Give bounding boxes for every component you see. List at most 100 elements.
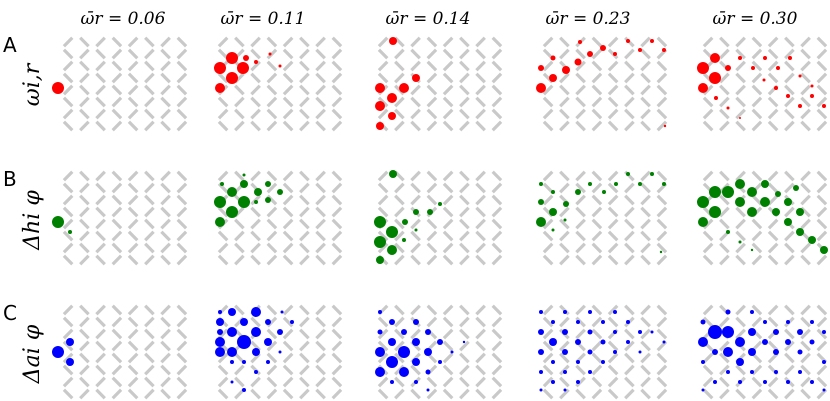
response-dot: [822, 330, 826, 334]
response-dot: [243, 55, 249, 61]
response-dot: [562, 66, 570, 74]
lattice-bar: [394, 254, 405, 266]
response-dot: [709, 186, 721, 198]
lattice-bar: [559, 84, 570, 96]
lattice-bar: [299, 376, 310, 388]
lattice-bar: [735, 328, 746, 340]
lattice-bar: [656, 364, 668, 376]
lattice-bar: [315, 194, 326, 206]
lattice-bar: [331, 376, 343, 388]
lattice-bar: [315, 242, 326, 254]
lattice-bar: [299, 108, 310, 120]
lattice-bar: [160, 328, 171, 340]
lattice-bar: [266, 60, 278, 72]
lattice-bar: [95, 328, 106, 340]
lattice-bar: [607, 340, 619, 352]
lattice-bar: [624, 254, 635, 266]
dot-panel: [697, 53, 826, 119]
response-dot: [714, 96, 718, 100]
lattice-bar: [377, 388, 389, 400]
lattice-bar: [111, 316, 123, 328]
lattice-bar: [299, 194, 310, 206]
lattice-bar: [767, 36, 779, 48]
lattice-bar: [575, 218, 586, 230]
lattice-bar: [459, 230, 470, 242]
lattice-bar: [426, 376, 438, 388]
lattice-bar: [299, 120, 310, 132]
lattice-bar: [719, 36, 730, 48]
lattice-bar: [735, 60, 746, 72]
lattice-bar: [426, 108, 438, 120]
lattice-bar: [95, 340, 106, 352]
lattice-bar: [767, 96, 779, 108]
lattice-bar: [79, 218, 90, 230]
lattice-bar: [299, 242, 310, 254]
lattice-bar: [624, 206, 635, 218]
lattice-bar: [800, 72, 811, 84]
lattice-bar: [217, 120, 229, 132]
lattice-bar: [591, 194, 603, 206]
lattice-bar: [377, 316, 389, 328]
response-dot: [563, 310, 567, 314]
lattice-bar: [111, 328, 123, 340]
lattice-bar: [816, 218, 828, 230]
lattice-bar: [144, 84, 155, 96]
lattice-bar: [234, 242, 245, 254]
lattice-bar: [735, 96, 746, 108]
lattice-bar: [394, 194, 405, 206]
lattice-bar: [111, 230, 123, 242]
lattice-bar: [800, 254, 811, 266]
lattice-bar: [160, 96, 171, 108]
lattice-bar: [160, 206, 171, 218]
lattice-bar: [784, 60, 795, 72]
response-dot: [550, 55, 556, 61]
lattice-bar: [127, 230, 139, 242]
lattice-bar: [394, 352, 405, 364]
lattice-bar: [79, 108, 90, 120]
lattice-bar: [559, 36, 570, 48]
lattice-bar: [217, 108, 229, 120]
lattice-bar: [331, 254, 343, 266]
lattice-bar: [767, 60, 779, 72]
response-dot: [576, 320, 580, 324]
lattice-bar: [315, 60, 326, 72]
lattice-bar: [542, 304, 554, 316]
lattice-bar: [410, 120, 421, 132]
response-dot: [254, 60, 258, 64]
lattice-bar: [542, 230, 554, 242]
response-dot: [650, 172, 654, 176]
lattice-bar: [127, 218, 139, 230]
lattice-bar: [475, 60, 486, 72]
lattice-bar: [735, 304, 746, 316]
response-dot: [386, 356, 398, 368]
lattice-bar: [62, 218, 74, 230]
lattice-bar: [719, 120, 730, 132]
lattice-bar: [144, 388, 155, 400]
response-dot: [773, 349, 779, 355]
lattice-bar: [767, 48, 779, 60]
lattice-bar: [144, 352, 155, 364]
response-dot: [230, 380, 234, 384]
response-dot: [539, 310, 543, 314]
lattice-bar: [234, 254, 245, 266]
lattice-bar: [816, 230, 828, 242]
response-dot: [760, 197, 770, 207]
lattice-bar: [475, 254, 486, 266]
lattice-bar: [217, 72, 229, 84]
lattice-bar: [491, 304, 503, 316]
lattice-bar: [234, 84, 245, 96]
lattice-bar: [442, 206, 454, 218]
lattice-bar: [266, 170, 278, 182]
lattice-bar: [591, 206, 603, 218]
lattice-bar: [767, 388, 779, 400]
lattice-bar: [62, 230, 74, 242]
lattice-bar: [640, 352, 651, 364]
response-dot: [414, 228, 418, 232]
lattice-bar: [410, 328, 421, 340]
lattice-bar: [62, 254, 74, 266]
response-dot: [773, 329, 779, 335]
lattice-bar: [800, 36, 811, 48]
lattice-bar: [719, 108, 730, 120]
lattice-bar: [491, 48, 503, 60]
